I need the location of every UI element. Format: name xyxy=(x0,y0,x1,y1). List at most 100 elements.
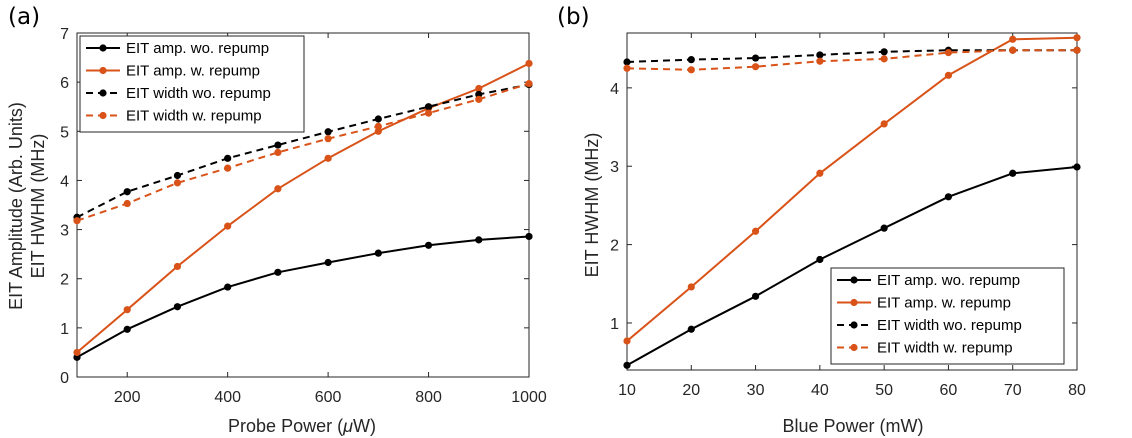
panel-b-ticks: 10 20 30 40 50 60 70 80 1 2 3 4 xyxy=(610,33,1086,399)
panel-b-legend-label: EIT amp. w. repump xyxy=(877,295,1011,312)
panel-a-series-3-point xyxy=(123,199,131,208)
panel-b-xtick-label: 50 xyxy=(875,382,893,399)
panel-b-legend-swatch-point xyxy=(850,276,858,284)
panel-a-xtick-label: 1000 xyxy=(511,389,547,406)
panel-b-series-0-point xyxy=(623,361,631,369)
panel-b-label: (b) xyxy=(557,4,590,30)
panel-a-marks xyxy=(73,59,533,361)
panel-a-series-3-point xyxy=(475,95,483,103)
panel-a-series-1-point xyxy=(123,306,131,314)
panel-a-series-0-point xyxy=(123,325,131,333)
panel-a-series-3-point xyxy=(525,80,533,88)
panel-b-series-3-point xyxy=(880,55,888,63)
panel-b-legend: EIT amp. wo. repump EIT amp. w. repump EIT… xyxy=(830,267,1065,365)
panel-a-series-2-point xyxy=(424,103,433,111)
panel-b-ytick-label: 4 xyxy=(610,81,619,98)
panel-b-ytick-label: 2 xyxy=(610,238,619,255)
panel-b-series-2-point xyxy=(687,56,695,64)
panel-b-series-3-point xyxy=(1073,46,1081,54)
panel-a-legend-label: EIT width wo. repump xyxy=(126,85,271,102)
panel-b-legend-swatch-point xyxy=(850,343,858,352)
panel-a-series-0-point xyxy=(374,249,382,257)
panel-a-series-3-point xyxy=(324,135,332,143)
panel-b-axes xyxy=(626,32,1078,371)
panel-b-series-2-point xyxy=(623,58,631,66)
panel-a-series-0-point xyxy=(525,232,533,241)
panel-b-series-1-point xyxy=(1073,34,1081,42)
panel-a-ytick-label: 1 xyxy=(60,321,69,338)
panel-b-xtick-label: 30 xyxy=(747,382,765,399)
panel-b-series-1-point xyxy=(880,120,888,128)
panel-a-series-0-point xyxy=(475,236,483,244)
panel-b-series-1-point xyxy=(944,71,953,79)
panel-a-legend-box xyxy=(79,35,305,133)
panel-a-ytick-label: 2 xyxy=(60,272,69,289)
panel-a-series-0-point xyxy=(424,241,433,249)
panel-a-series-0-point xyxy=(173,303,182,311)
panel-a-xtick-label: 800 xyxy=(415,389,442,406)
panel-b-series-1-point xyxy=(623,337,631,345)
panel-a-legend: EIT amp. wo. repump EIT amp. w. repump EIT… xyxy=(79,35,305,133)
panel-a-legend-swatch-point xyxy=(99,89,107,97)
panel-a-series-1-point xyxy=(173,262,182,271)
panel-a-ytick-label: 5 xyxy=(60,124,69,141)
panel-b-series-0-point xyxy=(751,292,760,300)
panel-b-series-3-point xyxy=(751,63,760,71)
panel-a-series-2-point xyxy=(324,128,332,136)
panel-a-xlabel-mu: μ xyxy=(342,416,353,436)
panel-b-series-1-point xyxy=(816,169,824,177)
panel-b-series-1-point xyxy=(751,227,760,235)
panel-a-legend-label: EIT amp. w. repump xyxy=(126,63,260,80)
panel-b-xlabel: Blue Power (mW) xyxy=(782,416,923,436)
panel-b-series-2-point xyxy=(751,54,760,62)
panel-b-legend-swatch-point xyxy=(850,321,858,329)
panel-a-series-2-line xyxy=(76,83,530,219)
panel-a-series-3-point xyxy=(374,122,382,130)
panel-a-chart: (a) 200 400 600 800 1000 0 1 2 3 4 5 6 7 EIT amp. wo… xyxy=(6,4,547,436)
panel-b-xtick-label: 80 xyxy=(1068,382,1086,399)
panel-a-series-2-point xyxy=(274,141,282,149)
panel-a-series-2-point xyxy=(374,115,382,123)
panel-b-series-3-point xyxy=(944,48,953,57)
panel-b-ytick-label: 1 xyxy=(610,316,619,333)
panel-b-series-1-line xyxy=(626,36,1078,342)
panel-a-ticks: 200 400 600 800 1000 0 1 2 3 4 5 6 7 xyxy=(60,26,547,406)
panel-b-series-0-point xyxy=(880,224,888,232)
panel-a-series-1-line xyxy=(76,62,530,354)
panel-b-legend-swatch-point xyxy=(850,298,858,307)
panel-a-series-2-point xyxy=(123,188,131,196)
panel-b-legend-label: EIT width wo. repump xyxy=(877,317,1022,334)
panel-a-series-1-point xyxy=(73,348,81,357)
panel-b-ylabel: EIT HWHM (MHz) xyxy=(582,133,602,278)
panel-a-xtick-label: 400 xyxy=(214,389,241,406)
panel-b-legend-label: EIT width w. repump xyxy=(877,340,1013,357)
panel-a-axes xyxy=(76,32,530,378)
panel-b-series-3-point xyxy=(623,64,631,72)
panel-b-series-3-point xyxy=(687,66,695,74)
panel-a-series-2-point xyxy=(173,171,182,180)
panel-a-series-1-point xyxy=(274,185,282,193)
panel-a-series-0-point xyxy=(274,268,282,276)
panel-b-legend-label: EIT amp. wo. repump xyxy=(877,272,1020,289)
panel-a-ylabel-2: EIT HWHM (MHz) xyxy=(28,134,48,279)
panel-a-ytick-label: 0 xyxy=(60,370,69,387)
panel-b-series-0-point xyxy=(687,325,695,333)
panel-b-series-1-point xyxy=(687,283,695,291)
panel-a-series-1-point xyxy=(525,59,533,68)
panel-a-series-3-point xyxy=(274,148,282,157)
panel-b-series-2-point xyxy=(880,48,888,56)
panel-b-xtick-label: 60 xyxy=(940,382,958,399)
panel-a-ytick-label: 6 xyxy=(60,75,69,92)
panel-a-series-3-point xyxy=(73,217,81,225)
panel-a-axes-box xyxy=(76,32,530,378)
panel-b-ytick-label: 3 xyxy=(610,159,619,176)
panel-b-chart: (b) 10 20 30 40 50 60 70 80 1 2 3 4 EIT amp. wo. re… xyxy=(557,4,1086,436)
panel-a-series-0-point xyxy=(324,258,332,267)
panel-a-xlabel: Probe Power (μW) xyxy=(228,416,376,436)
panel-a-xlabel-text: Probe Power ( xyxy=(228,416,343,436)
panel-a-legend-swatch-point xyxy=(99,111,107,120)
panel-a-xtick-label: 200 xyxy=(114,389,141,406)
panel-a-ytick-label: 7 xyxy=(60,26,69,43)
panel-a-series-1-point xyxy=(475,84,483,93)
